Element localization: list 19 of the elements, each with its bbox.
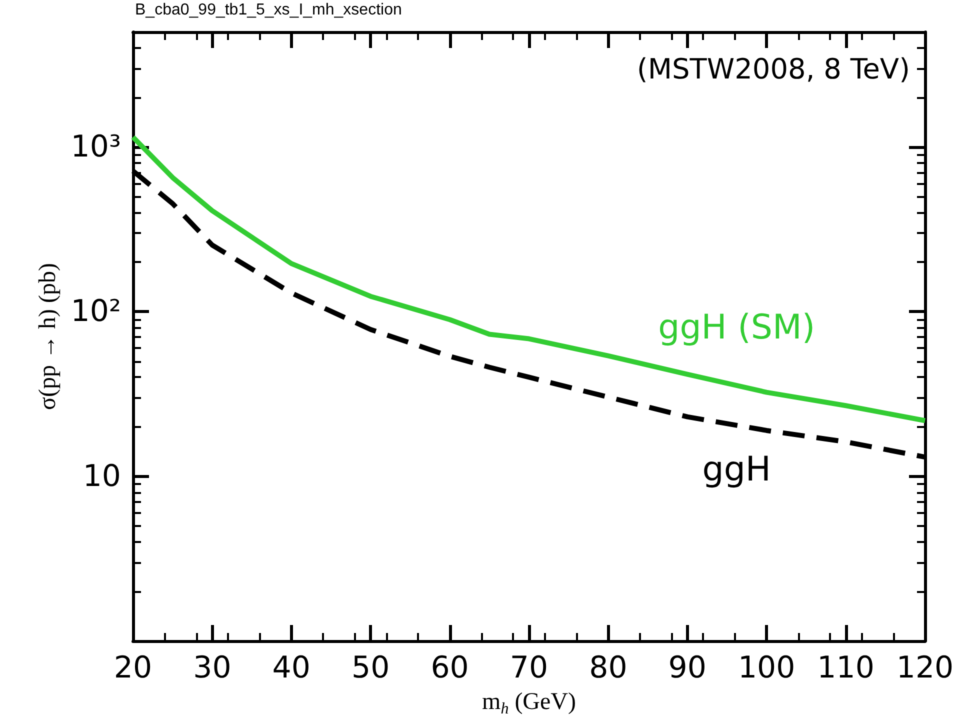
x-tick-label: 60 [430, 650, 469, 686]
series-label: ggH (SM) [658, 307, 816, 348]
x-tick-label: 20 [114, 650, 152, 686]
x-tick-label: 50 [352, 650, 390, 686]
x-tick-label: 90 [668, 650, 706, 686]
x-tick-label: 120 [896, 650, 954, 686]
y-tick-label: 10² [70, 294, 121, 330]
x-tick-label: 70 [510, 650, 548, 686]
y-tick-label: 10 [82, 458, 121, 494]
chart-title: B_cba0_99_tb1_5_xs_I_mh_xsection [135, 2, 402, 18]
x-tick-label: 100 [738, 650, 796, 686]
series-label: ggH [702, 449, 771, 490]
x-tick-label: 80 [589, 650, 628, 686]
x-tick-label: 40 [272, 650, 310, 686]
x-tick-label: 110 [817, 650, 874, 686]
y-tick-label: 10³ [70, 130, 121, 165]
annotation: (MSTW2008, 8 TeV) [636, 52, 910, 86]
x-tick-label: 30 [193, 650, 232, 686]
y-axis-title: σ(pp → h) (pb) [34, 263, 61, 410]
